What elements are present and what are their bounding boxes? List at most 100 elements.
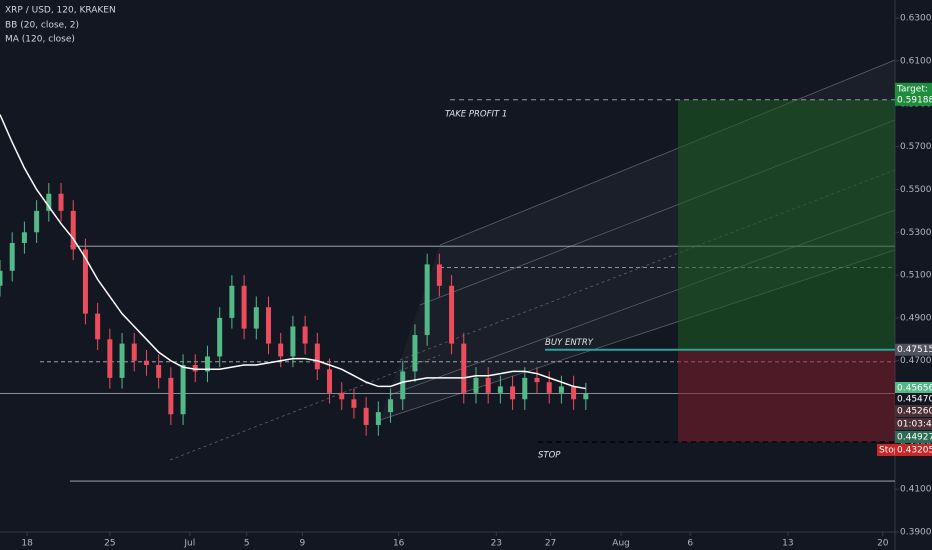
x-tick-label: 20 — [877, 539, 889, 549]
candle — [522, 367, 528, 410]
candle-body — [204, 356, 210, 372]
candle — [0, 260, 3, 297]
candle-body — [95, 313, 101, 340]
candle-body — [400, 371, 406, 400]
candle — [302, 315, 308, 355]
stop-label-box — [895, 444, 932, 456]
annotation: STOP — [538, 450, 561, 460]
candle-body — [412, 335, 418, 372]
channel-line — [439, 59, 896, 246]
candle-body — [388, 399, 394, 413]
price-label: 0.45656 — [897, 384, 932, 394]
candle — [9, 232, 15, 282]
x-tick-label: 27 — [545, 539, 556, 549]
candle — [388, 388, 394, 423]
target-label-box — [895, 93, 932, 106]
stop-label: 0.43205 — [897, 446, 932, 456]
loss-zone — [678, 349, 895, 442]
candle-body — [375, 412, 381, 425]
target-name-box — [895, 82, 932, 95]
candle — [119, 332, 125, 389]
candle-body — [278, 343, 284, 357]
candle-body — [327, 369, 333, 393]
candle-body — [180, 365, 186, 415]
candle-body — [497, 386, 503, 393]
candle-body — [461, 343, 467, 393]
candle-body — [70, 210, 76, 250]
candle-body — [46, 193, 52, 211]
candle — [534, 367, 540, 393]
x-tick-label: 13 — [782, 539, 793, 549]
x-tick-label: 9 — [300, 539, 306, 549]
candle — [461, 332, 467, 404]
candle-body — [34, 210, 40, 233]
candle — [497, 375, 503, 404]
candle — [95, 302, 101, 351]
candle-body — [302, 326, 308, 344]
candle — [485, 367, 491, 404]
candle — [204, 345, 210, 383]
candle — [229, 275, 235, 329]
candle-body — [583, 393, 589, 400]
price-label-box — [895, 405, 932, 417]
target-name: Target: — [896, 84, 928, 94]
candle — [107, 328, 113, 389]
candle — [58, 183, 64, 222]
candle — [339, 382, 345, 410]
indicator-legend: MA (120, close) — [5, 35, 75, 45]
candle — [21, 221, 27, 254]
candle — [192, 354, 198, 383]
x-tick-label: 25 — [104, 539, 115, 549]
candle — [400, 360, 406, 410]
candle — [351, 388, 357, 419]
entry-label: 0.47515 — [897, 345, 932, 355]
candle-body — [339, 392, 345, 400]
candle — [571, 375, 577, 410]
candle-body — [510, 386, 516, 400]
price-label-box — [895, 431, 932, 443]
candle-body — [241, 285, 247, 329]
candle-body — [558, 386, 564, 393]
candle — [180, 354, 186, 425]
candle — [583, 382, 589, 410]
x-tick-label: Jul — [183, 539, 195, 549]
y-tick-label: 0.63000 — [900, 14, 932, 24]
candle — [131, 332, 137, 372]
candle-body — [168, 377, 174, 415]
candle-body — [351, 399, 357, 408]
candle-body — [424, 264, 430, 336]
candle-body — [82, 249, 88, 314]
candle-body — [21, 232, 27, 243]
candle — [253, 296, 259, 340]
candle — [46, 183, 52, 222]
x-tick-label: 23 — [491, 539, 502, 549]
price-label: 0.45470 — [897, 395, 932, 405]
price-label-box — [895, 418, 932, 430]
candle — [449, 275, 455, 355]
candle — [241, 275, 247, 340]
candle-body — [436, 264, 442, 286]
candle — [412, 324, 418, 383]
candle-body — [156, 365, 162, 378]
annotation: BUY ENTRY — [545, 338, 594, 348]
candle-body — [266, 307, 271, 344]
candle — [424, 253, 430, 346]
candle — [363, 397, 369, 436]
candle-body — [534, 377, 540, 383]
entry-label-box — [895, 343, 932, 356]
candle-body — [473, 377, 479, 393]
symbol-title: XRP / USD, 120, KRAKEN — [5, 6, 116, 16]
moving-average — [0, 114, 586, 390]
candle-body — [143, 360, 149, 366]
candle — [327, 358, 333, 404]
candle — [436, 253, 442, 297]
